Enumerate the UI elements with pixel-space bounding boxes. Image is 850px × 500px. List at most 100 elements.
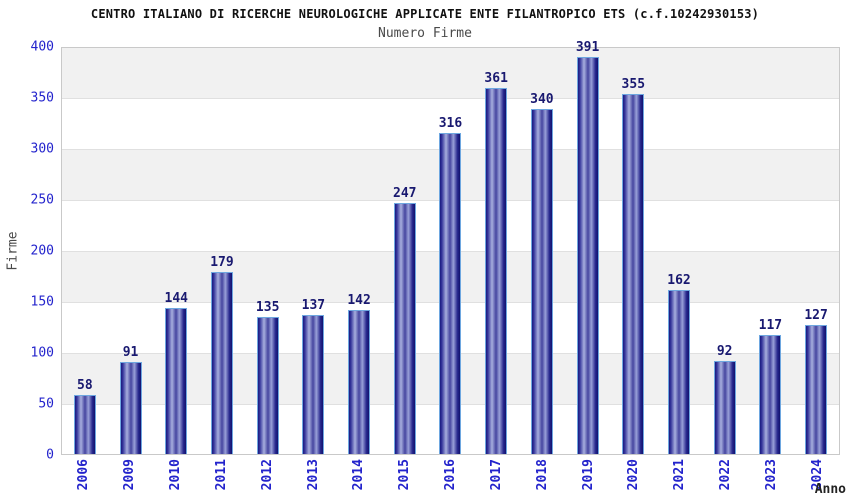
bar-slot-2023: 117 xyxy=(748,48,794,454)
bar-value-label: 137 xyxy=(301,297,326,313)
bar-2006: 58 xyxy=(73,378,96,454)
bar-value-label: 142 xyxy=(347,292,371,308)
bar-slot-2016: 316 xyxy=(428,48,474,454)
bar-slot-2018: 340 xyxy=(519,48,565,454)
x-tick-label: 2011 xyxy=(213,459,229,491)
x-tick-2017: 2017 xyxy=(473,459,519,499)
bar-value-label: 135 xyxy=(255,299,280,315)
y-tick-label: 200 xyxy=(30,243,54,259)
x-tick-2023: 2023 xyxy=(748,459,794,499)
bar-slot-2013: 137 xyxy=(291,48,337,454)
x-tick-2021: 2021 xyxy=(657,459,703,499)
bar-slot-2011: 179 xyxy=(199,48,245,454)
x-tick-label: 2023 xyxy=(763,459,779,491)
chart-title: CENTRO ITALIANO DI RICERCHE NEUROLOGICHE… xyxy=(90,7,760,21)
x-tick-label: 2019 xyxy=(580,459,596,491)
bar-value-label: 355 xyxy=(621,76,646,92)
x-tick-label: 2022 xyxy=(718,459,733,491)
bar-2011: 179 xyxy=(210,255,234,454)
x-tick-label: 2012 xyxy=(259,459,275,491)
bar-slot-2010: 144 xyxy=(153,48,199,454)
x-tick-label: 2006 xyxy=(76,459,92,491)
y-tick-label: 400 xyxy=(30,39,54,55)
bar-value-label: 162 xyxy=(667,272,691,288)
x-tick-2019: 2019 xyxy=(565,459,611,499)
bar-value-label: 391 xyxy=(575,40,600,56)
y-tick-label: 350 xyxy=(30,90,54,106)
bar-slot-2021: 162 xyxy=(656,48,702,454)
bar-slot-2012: 135 xyxy=(245,48,291,454)
bar-2022: 92 xyxy=(713,344,736,454)
bar-2021: 162 xyxy=(667,273,691,454)
bar-value-label: 127 xyxy=(804,308,828,324)
y-tick-label: 50 xyxy=(38,396,54,412)
bar-slot-2006: 58 xyxy=(62,48,108,454)
bar-value-label: 144 xyxy=(164,290,188,306)
bar-slot-2020: 355 xyxy=(610,48,656,454)
bar-value-label: 58 xyxy=(77,378,93,394)
bar-2013: 137 xyxy=(302,298,325,454)
bar-2023: 117 xyxy=(759,318,782,454)
x-tick-2010: 2010 xyxy=(153,459,199,499)
bar-2016: 316 xyxy=(439,116,462,454)
bar-slot-2014: 142 xyxy=(336,48,382,454)
bar-slot-2009: 91 xyxy=(108,48,154,454)
bar-value-label: 179 xyxy=(210,255,234,271)
bar-value-label: 92 xyxy=(716,343,733,359)
bar-slot-2015: 247 xyxy=(382,48,428,454)
x-tick-2013: 2013 xyxy=(290,459,336,499)
x-tick-label: 2010 xyxy=(168,459,184,491)
bar-2020: 355 xyxy=(622,77,645,454)
plot-area: 58 91 144 179 135 137 142 247 316 361 340 391 355 162… xyxy=(61,40,840,455)
x-tick-2012: 2012 xyxy=(244,459,290,499)
chart-subtitle: Numero Firme xyxy=(378,26,472,41)
bar-value-label: 361 xyxy=(484,70,508,86)
bar-2012: 135 xyxy=(256,300,279,454)
x-tick-label: 2009 xyxy=(122,459,138,491)
x-tick-label: 2016 xyxy=(443,459,459,491)
bar-2024: 127 xyxy=(804,308,828,454)
x-axis-ticks: 2006 2009 2010 2011 2012 2013 2014 2015 2016 2017… xyxy=(61,459,840,499)
bar-2018: 340 xyxy=(530,92,554,454)
bar-value-label: 316 xyxy=(438,116,463,132)
bar-2009: 91 xyxy=(119,345,142,454)
x-tick-2018: 2018 xyxy=(519,459,565,499)
bar-slot-2024: 127 xyxy=(793,48,839,454)
x-tick-2009: 2009 xyxy=(107,459,153,499)
x-tick-2011: 2011 xyxy=(198,459,244,499)
bar-value-label: 91 xyxy=(122,344,139,360)
bar-2010: 144 xyxy=(165,291,188,454)
x-tick-label: 2013 xyxy=(305,459,321,491)
x-tick-2006: 2006 xyxy=(61,459,107,499)
bar-2015: 247 xyxy=(393,186,417,454)
x-tick-label: 2015 xyxy=(397,459,413,491)
y-tick-label: 0 xyxy=(46,447,54,463)
x-tick-label: 2020 xyxy=(626,459,642,491)
bar-2019: 391 xyxy=(576,40,599,454)
bar-2017: 361 xyxy=(484,71,508,454)
x-tick-label: 2014 xyxy=(351,459,367,491)
bar-slot-2019: 391 xyxy=(565,40,611,454)
x-tick-2020: 2020 xyxy=(611,459,657,499)
bar-series: 58 91 144 179 135 137 142 247 316 361 340 391 355 162… xyxy=(62,40,839,454)
bar-slot-2022: 92 xyxy=(702,48,748,454)
bar-value-label: 340 xyxy=(530,91,554,107)
y-axis-ticks: 0 50 100 150 200 250 300 350 400 xyxy=(0,0,54,500)
bar-value-label: 117 xyxy=(758,318,783,334)
x-tick-2014: 2014 xyxy=(336,459,382,499)
gridline xyxy=(62,98,839,99)
y-tick-label: 150 xyxy=(30,294,54,310)
y-tick-label: 300 xyxy=(30,141,54,157)
bar-slot-2017: 361 xyxy=(473,48,519,454)
x-tick-label: 2021 xyxy=(672,459,688,491)
x-tick-label: 2018 xyxy=(534,459,550,491)
y-tick-label: 250 xyxy=(30,192,54,208)
x-tick-label: 2017 xyxy=(488,459,504,491)
bar-2014: 142 xyxy=(347,293,371,454)
x-tick-2022: 2022 xyxy=(703,459,749,499)
x-tick-2015: 2015 xyxy=(382,459,428,499)
x-tick-2016: 2016 xyxy=(428,459,474,499)
y-tick-label: 100 xyxy=(30,345,54,361)
bar-value-label: 247 xyxy=(393,186,417,202)
